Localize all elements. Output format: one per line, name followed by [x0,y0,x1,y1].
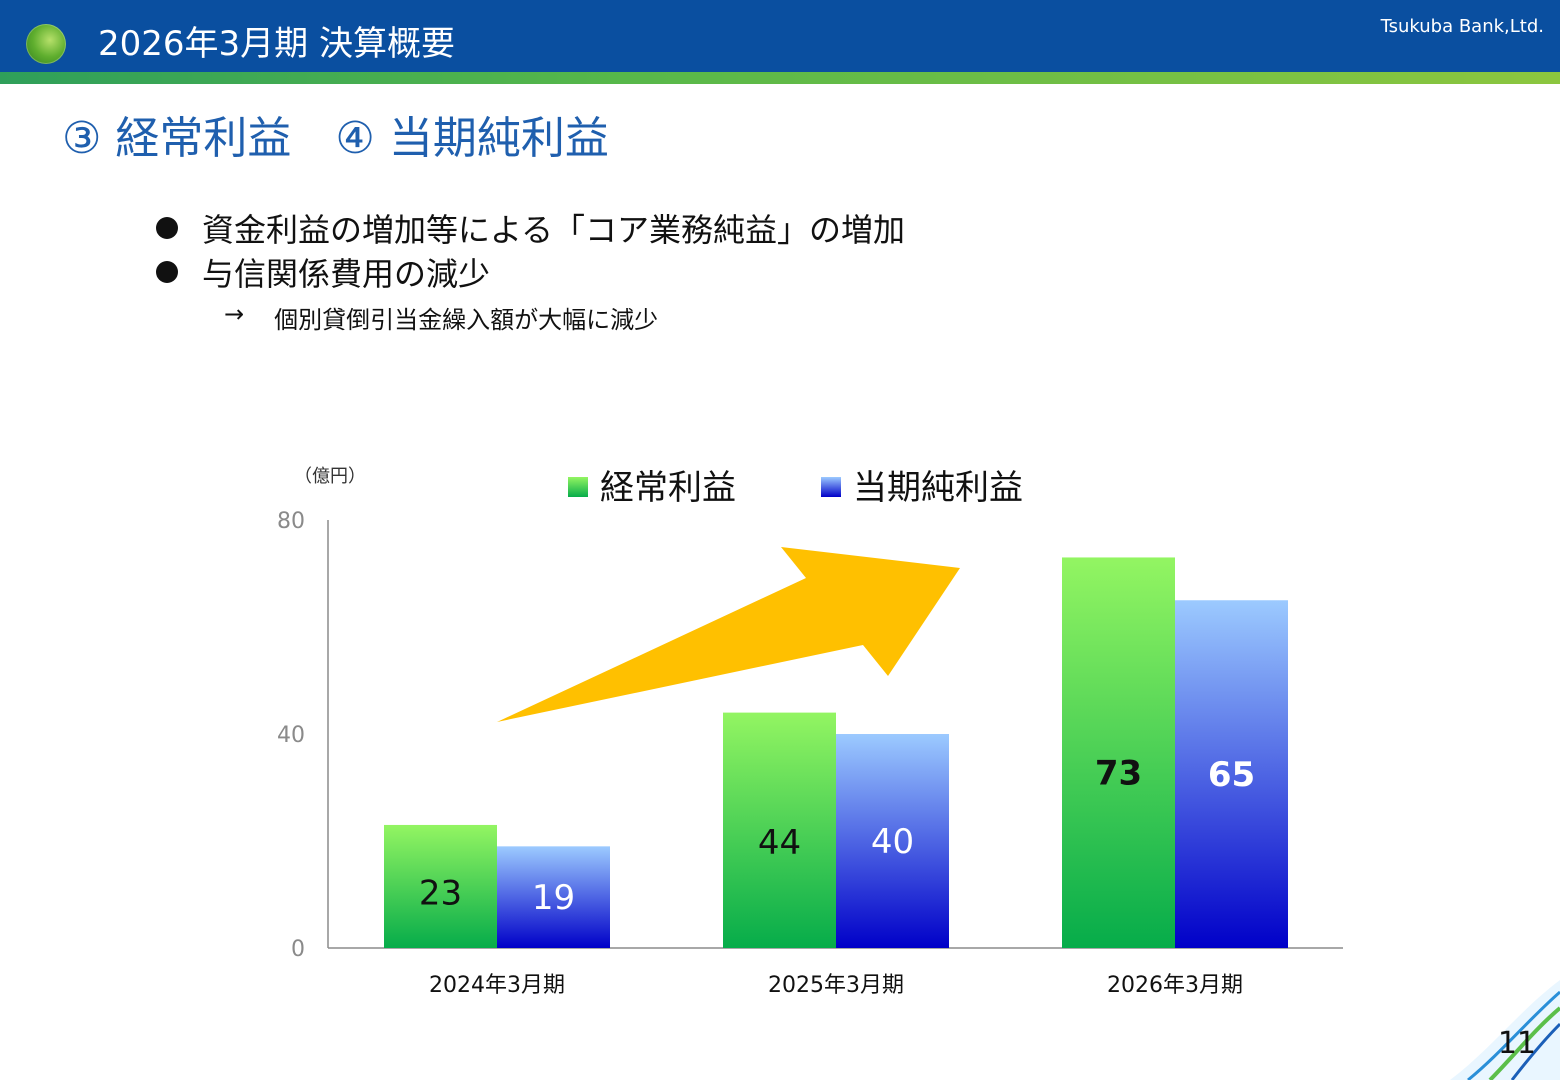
slide-header-title: 2026年3月期 決算概要 [98,24,455,64]
y-tick-label: 0 [291,937,305,962]
legend-label: 経常利益 [600,468,736,508]
logo-orb-icon [26,24,66,64]
x-tick-label: 2026年3月期 [1107,973,1243,998]
legend-label: 当期純利益 [853,468,1023,508]
section-title: ③ 経常利益 ④ 当期純利益 [62,113,609,164]
corner-swoosh-decoration [1450,980,1560,1080]
bullet-text: 与信関係費用の減少 [202,255,491,293]
x-tick-label: 2025年3月期 [768,973,904,998]
y-unit-label: （億円） [294,466,366,487]
bullet-item: 資金利益の増加等による「コア業務純益」の増加 [150,206,905,250]
company-name: Tsukuba Bank,Ltd. [1380,16,1544,37]
legend-swatch [568,477,588,497]
data-label: 65 [1208,755,1255,795]
data-label: 23 [419,874,462,914]
x-tick-label: 2024年3月期 [429,973,565,998]
bar [1175,600,1288,948]
data-label: 40 [871,822,914,862]
header-accent-stripe [0,72,1560,84]
bar [1062,557,1175,948]
bullet-text: 資金利益の増加等による「コア業務純益」の増加 [202,211,906,249]
y-tick-label: 40 [277,723,305,748]
sub-bullet-text: 個別貸倒引当金繰入額が大幅に減少 [274,306,659,334]
page-number: 11 [1497,1026,1536,1061]
header-bar [0,0,1560,78]
data-label: 19 [532,878,575,918]
data-label: 44 [758,823,801,863]
bullet-dot-icon [156,217,178,239]
data-label: 73 [1095,753,1142,793]
bar [497,846,610,948]
bar [836,734,949,948]
arrow-right-icon: → [224,300,245,328]
bullet-item: 与信関係費用の減少 [150,250,905,294]
bullet-list: 資金利益の増加等による「コア業務純益」の増加 与信関係費用の減少 [150,206,905,294]
sub-bullet: → 個別貸倒引当金繰入額が大幅に減少 [224,300,658,335]
bullet-dot-icon [156,261,178,283]
legend-swatch [821,477,841,497]
y-tick-label: 80 [277,509,305,534]
trend-arrow-icon [497,547,960,722]
bar [723,712,836,948]
bar [384,824,497,948]
